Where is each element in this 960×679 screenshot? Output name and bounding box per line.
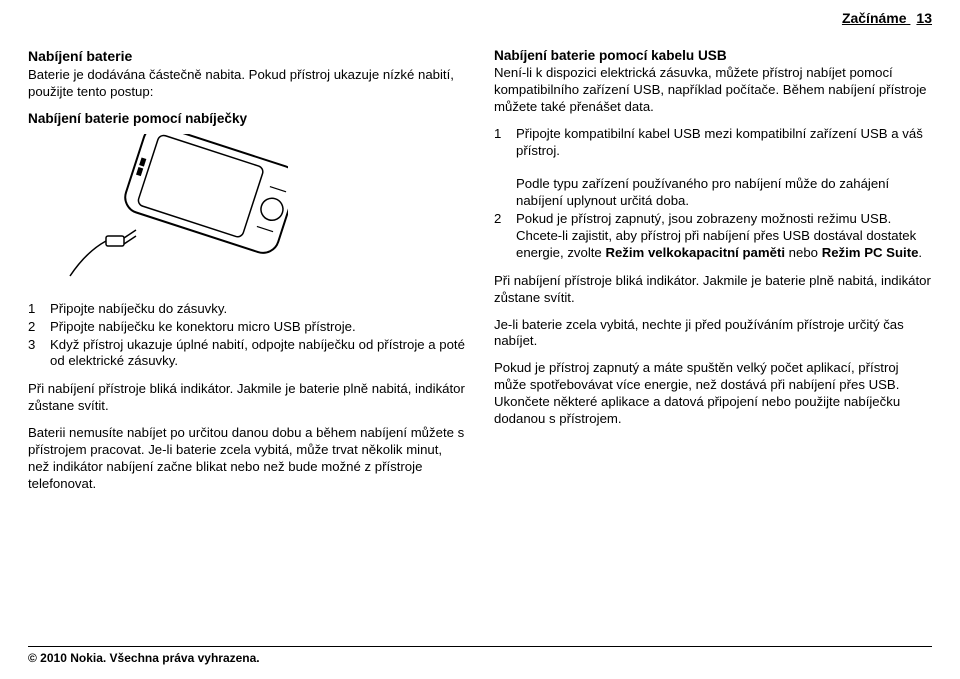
subhead-usb: Nabíjení baterie pomocí kabelu USB [494,48,932,63]
step-text-line: Podle typu zařízení používaného pro nabí… [516,176,889,208]
step-text: Pokud je přístroj zapnutý, jsou zobrazen… [516,211,932,263]
header-section: Začínáme 13 [842,10,932,26]
right-intro: Není-li k dispozici elektrická zásuvka, … [494,65,932,116]
step-number: 3 [28,337,50,372]
step-text: Připojte nabíječku do zásuvky. [50,301,466,319]
heading-nabijeni-baterie: Nabíjení baterie [28,48,466,64]
footer-copyright: © 2010 Nokia. Všechna práva vyhrazena. [28,646,932,665]
subhead-nabijecka: Nabíjení baterie pomocí nabíječky [28,111,466,126]
list-item: 1 Připojte kompatibilní kabel USB mezi k… [494,126,932,211]
right-apps-note: Pokud je přístroj zapnutý a máte spuštěn… [494,360,932,428]
list-item: 1 Připojte nabíječku do zásuvky. [28,301,466,319]
step-text: Připojte nabíječku ke konektoru micro US… [50,319,466,337]
right-indicator-note: Při nabíjení přístroje bliká indikátor. … [494,273,932,307]
left-steps: 1 Připojte nabíječku do zásuvky. 2 Připo… [28,301,466,372]
list-item: 3 Když přístroj ukazuje úplné nabití, od… [28,337,466,372]
right-discharged-note: Je-li baterie zcela vybitá, nechte ji př… [494,317,932,351]
left-indicator-note: Při nabíjení přístroje bliká indikátor. … [28,381,466,415]
right-column: Nabíjení baterie pomocí kabelu USB Není-… [494,48,932,503]
device-illustration [68,134,288,284]
step-text-bold: Režim velkokapacitní paměti [605,245,785,260]
step-number: 1 [494,126,516,211]
content-columns: Nabíjení baterie Baterie je dodávána čás… [28,48,932,503]
step-text-frag: nebo [785,245,822,260]
page-number: 13 [916,10,932,26]
step-text: Připojte kompatibilní kabel USB mezi kom… [516,126,932,211]
step-number: 2 [28,319,50,337]
header-section-label: Začínáme [842,10,907,26]
right-steps: 1 Připojte kompatibilní kabel USB mezi k… [494,126,932,263]
step-text-frag: . [918,245,922,260]
left-column: Nabíjení baterie Baterie je dodávána čás… [28,48,466,503]
list-item: 2 Pokud je přístroj zapnutý, jsou zobraz… [494,211,932,263]
step-number: 1 [28,301,50,319]
list-item: 2 Připojte nabíječku ke konektoru micro … [28,319,466,337]
left-intro: Baterie je dodávána částečně nabita. Pok… [28,67,466,101]
step-number: 2 [494,211,516,263]
step-text-line: Připojte kompatibilní kabel USB mezi kom… [516,126,923,158]
step-text: Když přístroj ukazuje úplné nabití, odpo… [50,337,466,372]
left-usage-note: Baterii nemusíte nabíjet po určitou dano… [28,425,466,493]
step-text-bold: Režim PC Suite [822,245,919,260]
